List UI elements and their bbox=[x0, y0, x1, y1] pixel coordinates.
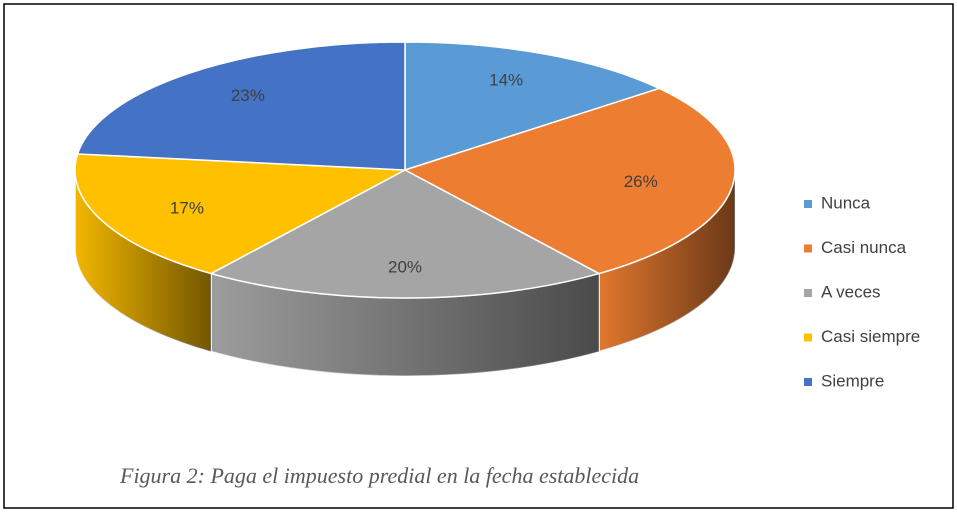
data-label: 26% bbox=[624, 172, 658, 191]
data-label: 14% bbox=[489, 71, 523, 90]
legend-marker bbox=[804, 244, 812, 253]
legend-marker bbox=[804, 333, 812, 342]
pie-side-shade bbox=[598, 170, 735, 352]
pie-tops bbox=[74, 41, 736, 299]
legend-label: Casi nunca bbox=[821, 238, 907, 257]
legend-marker bbox=[804, 200, 812, 208]
pie-side-shade bbox=[75, 170, 212, 352]
legend-label: Casi siempre bbox=[821, 327, 920, 346]
caption: Figura 2: Paga el impuesto predial en la… bbox=[119, 463, 639, 488]
legend-marker bbox=[804, 378, 812, 386]
pie-slice bbox=[209, 169, 601, 299]
pie-slice bbox=[403, 87, 736, 275]
data-label: 23% bbox=[231, 86, 265, 105]
pie-slice bbox=[76, 41, 406, 171]
data-label: 17% bbox=[170, 198, 204, 217]
pie-side-shade bbox=[211, 273, 599, 377]
legend: Nunca Casi nunca A veces Casi siempre Siempr… bbox=[804, 193, 920, 390]
pie-slice bbox=[404, 41, 662, 172]
legend-marker bbox=[804, 289, 812, 297]
data-label: 20% bbox=[388, 258, 422, 277]
legend-label: Siempre bbox=[821, 371, 884, 390]
legend-label: A veces bbox=[821, 282, 881, 301]
data-labels: 14% 26% 20% 17% 23% bbox=[170, 71, 658, 277]
legend-label: Nunca bbox=[821, 193, 871, 212]
pie-slice bbox=[74, 153, 408, 275]
